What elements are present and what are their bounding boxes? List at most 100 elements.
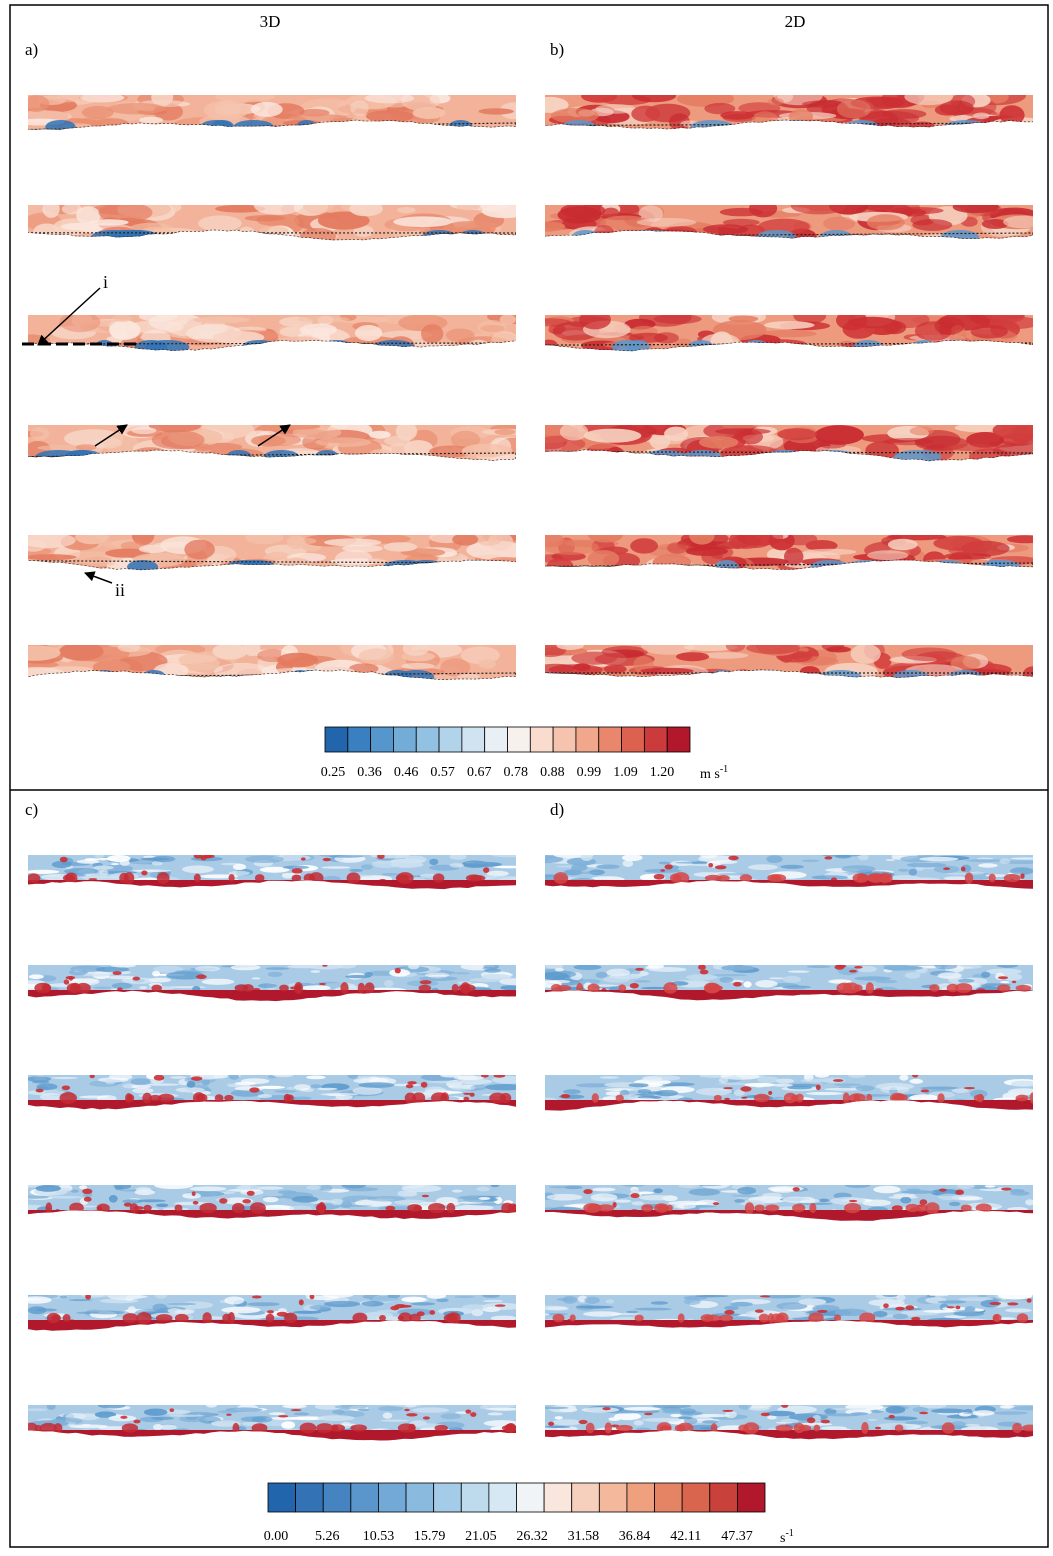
field-blob — [491, 333, 517, 347]
field-blob — [26, 1408, 48, 1411]
field-blob — [292, 1196, 319, 1203]
vortex — [635, 968, 644, 971]
vortex — [664, 864, 672, 869]
field-blob — [397, 207, 416, 213]
bed-vortex — [895, 1424, 904, 1431]
field-strip — [539, 1402, 1050, 1450]
separation-zone — [981, 560, 1021, 574]
field-blob — [235, 1082, 256, 1085]
field-blob — [241, 1416, 266, 1422]
field-blob — [651, 1301, 668, 1304]
unit-exponent: -1 — [785, 1528, 793, 1539]
vortex — [113, 971, 122, 975]
colorbar-swatch — [710, 1483, 738, 1512]
field-blob — [484, 969, 501, 973]
bed-vortex — [47, 1313, 61, 1323]
field-blob — [111, 863, 119, 865]
field-blob — [131, 1078, 151, 1085]
field-blob — [450, 1085, 475, 1091]
bed-vortex — [942, 1422, 955, 1433]
panel-label: c) — [25, 800, 38, 819]
field-blob — [404, 856, 426, 864]
field-blob — [536, 664, 575, 673]
field-blob — [722, 422, 759, 429]
colorbar-label: 47.37 — [721, 1529, 753, 1544]
field-blob — [206, 1403, 217, 1408]
field-blob — [361, 1301, 383, 1307]
field-blob — [734, 1435, 756, 1437]
field-blob — [335, 1205, 372, 1207]
field-blob — [258, 983, 277, 988]
field-blob — [685, 981, 709, 984]
bed-vortex — [199, 1203, 216, 1213]
separation-zone — [845, 560, 890, 574]
vortex — [465, 1409, 471, 1413]
field-blob — [62, 204, 82, 215]
field-blob — [139, 117, 163, 124]
bed-vortex — [284, 1313, 297, 1324]
field-blob — [75, 530, 109, 545]
field-blob — [726, 640, 745, 652]
field-blob — [231, 965, 261, 971]
colorbar-swatch — [325, 727, 348, 752]
bed-vortex — [765, 1205, 779, 1212]
bed-shear — [28, 990, 516, 1010]
separation-zone — [35, 450, 82, 464]
bed-vortex — [124, 872, 135, 884]
separation-zone — [233, 120, 274, 134]
field-blob — [454, 1296, 475, 1298]
separation-zone — [142, 670, 166, 684]
field-blob — [1008, 1088, 1039, 1095]
bed-vortex — [714, 1095, 722, 1101]
colorbar-swatch — [682, 1483, 710, 1512]
vortex — [741, 1097, 747, 1099]
bed-vortex — [40, 1423, 57, 1433]
annotation: ii — [115, 580, 125, 600]
colorbar-swatch — [323, 1483, 351, 1512]
vortex — [301, 857, 306, 860]
field-blob — [93, 660, 130, 673]
separation-zone — [242, 340, 277, 354]
colorbar-swatch — [351, 1483, 379, 1512]
bed-vortex — [304, 873, 315, 882]
field-strip — [11, 309, 541, 356]
field-blob — [298, 672, 358, 679]
field-blob — [938, 1194, 960, 1201]
bed-vortex — [137, 1312, 152, 1324]
bed-vortex — [452, 984, 459, 992]
vortex — [406, 1084, 414, 1088]
field-blob — [822, 1413, 862, 1416]
field-blob — [776, 1079, 794, 1084]
field-blob — [317, 885, 353, 887]
field-blob — [923, 1310, 955, 1313]
vortex — [377, 853, 385, 859]
field-blob — [581, 853, 593, 861]
field-blob — [480, 1406, 488, 1410]
field-blob — [769, 977, 784, 979]
field-blob — [182, 865, 214, 873]
field-blob — [762, 1193, 782, 1199]
colorbar-swatch — [667, 727, 690, 752]
bed-vortex — [255, 874, 265, 882]
field-blob — [687, 864, 722, 866]
vortex — [849, 970, 857, 973]
field-blob — [767, 1416, 777, 1420]
field-blob — [482, 1294, 499, 1298]
bed-vortex — [792, 1204, 805, 1213]
field-blob — [132, 1088, 153, 1094]
bed-vortex — [799, 1425, 812, 1432]
bed-vortex — [673, 872, 690, 884]
bed-vortex — [701, 1314, 714, 1322]
field-blob — [851, 644, 881, 664]
field-blob — [648, 1101, 682, 1109]
bed-vortex — [215, 1094, 224, 1101]
bed-shear — [28, 1100, 516, 1120]
field-blob — [130, 447, 172, 466]
bed-vortex — [597, 1204, 614, 1211]
vortex — [955, 1190, 964, 1195]
vortex — [883, 1303, 889, 1308]
field-blob — [653, 554, 692, 571]
vortex — [407, 1081, 416, 1084]
field-blob — [730, 1302, 753, 1307]
field-blob — [236, 1185, 263, 1190]
